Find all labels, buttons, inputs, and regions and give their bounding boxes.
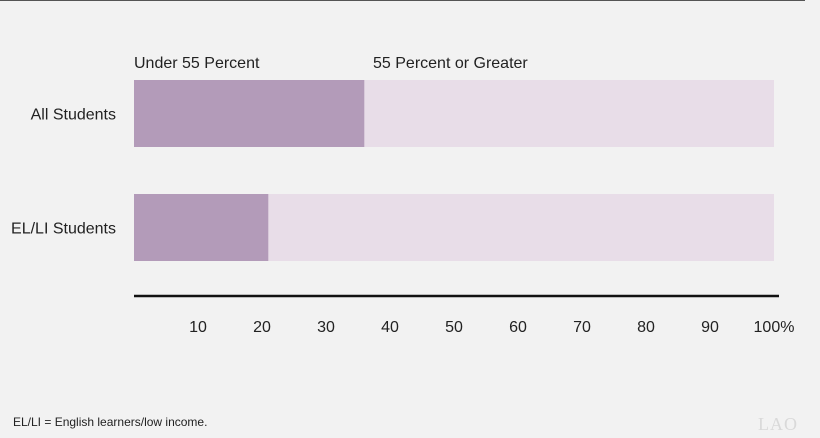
x-tick-80: 80 bbox=[637, 319, 655, 336]
bar-all-students-under-55-percent bbox=[134, 80, 365, 147]
x-tick-20: 20 bbox=[253, 319, 271, 336]
legend-55-percent-or-greater: 55 Percent or Greater bbox=[373, 55, 528, 72]
category-label-el-li-students: EL/LI Students bbox=[11, 221, 116, 238]
legend: Under 55 Percent 55 Percent or Greater bbox=[134, 55, 528, 72]
x-tick-60: 60 bbox=[509, 319, 527, 336]
bars bbox=[134, 80, 774, 261]
category-label-all-students: All Students bbox=[31, 107, 116, 124]
stacked-bar-chart: Under 55 Percent 55 Percent or Greater Al… bbox=[11, 55, 794, 336]
bar-el-li-students-55-percent-or-greater bbox=[268, 194, 774, 261]
x-tick-50: 50 bbox=[445, 319, 463, 336]
x-tick-30: 30 bbox=[317, 319, 335, 336]
bar-all-students-55-percent-or-greater bbox=[364, 80, 774, 147]
lao-logo: LAO bbox=[758, 414, 798, 434]
x-tick-90: 90 bbox=[701, 319, 719, 336]
top-divider bbox=[0, 0, 805, 1]
bar-el-li-students-under-55-percent bbox=[134, 194, 269, 261]
category-labels: All Students EL/LI Students bbox=[11, 107, 116, 238]
x-tick-10: 10 bbox=[189, 319, 207, 336]
x-tick-70: 70 bbox=[573, 319, 591, 336]
footnote: EL/LI = English learners/low income. bbox=[13, 415, 208, 429]
x-tick-100: 100% bbox=[754, 319, 795, 336]
x-tick-40: 40 bbox=[381, 319, 399, 336]
x-tick-labels: 10 20 30 40 50 60 70 80 90 100% bbox=[189, 319, 794, 336]
legend-under-55-percent: Under 55 Percent bbox=[134, 55, 260, 72]
